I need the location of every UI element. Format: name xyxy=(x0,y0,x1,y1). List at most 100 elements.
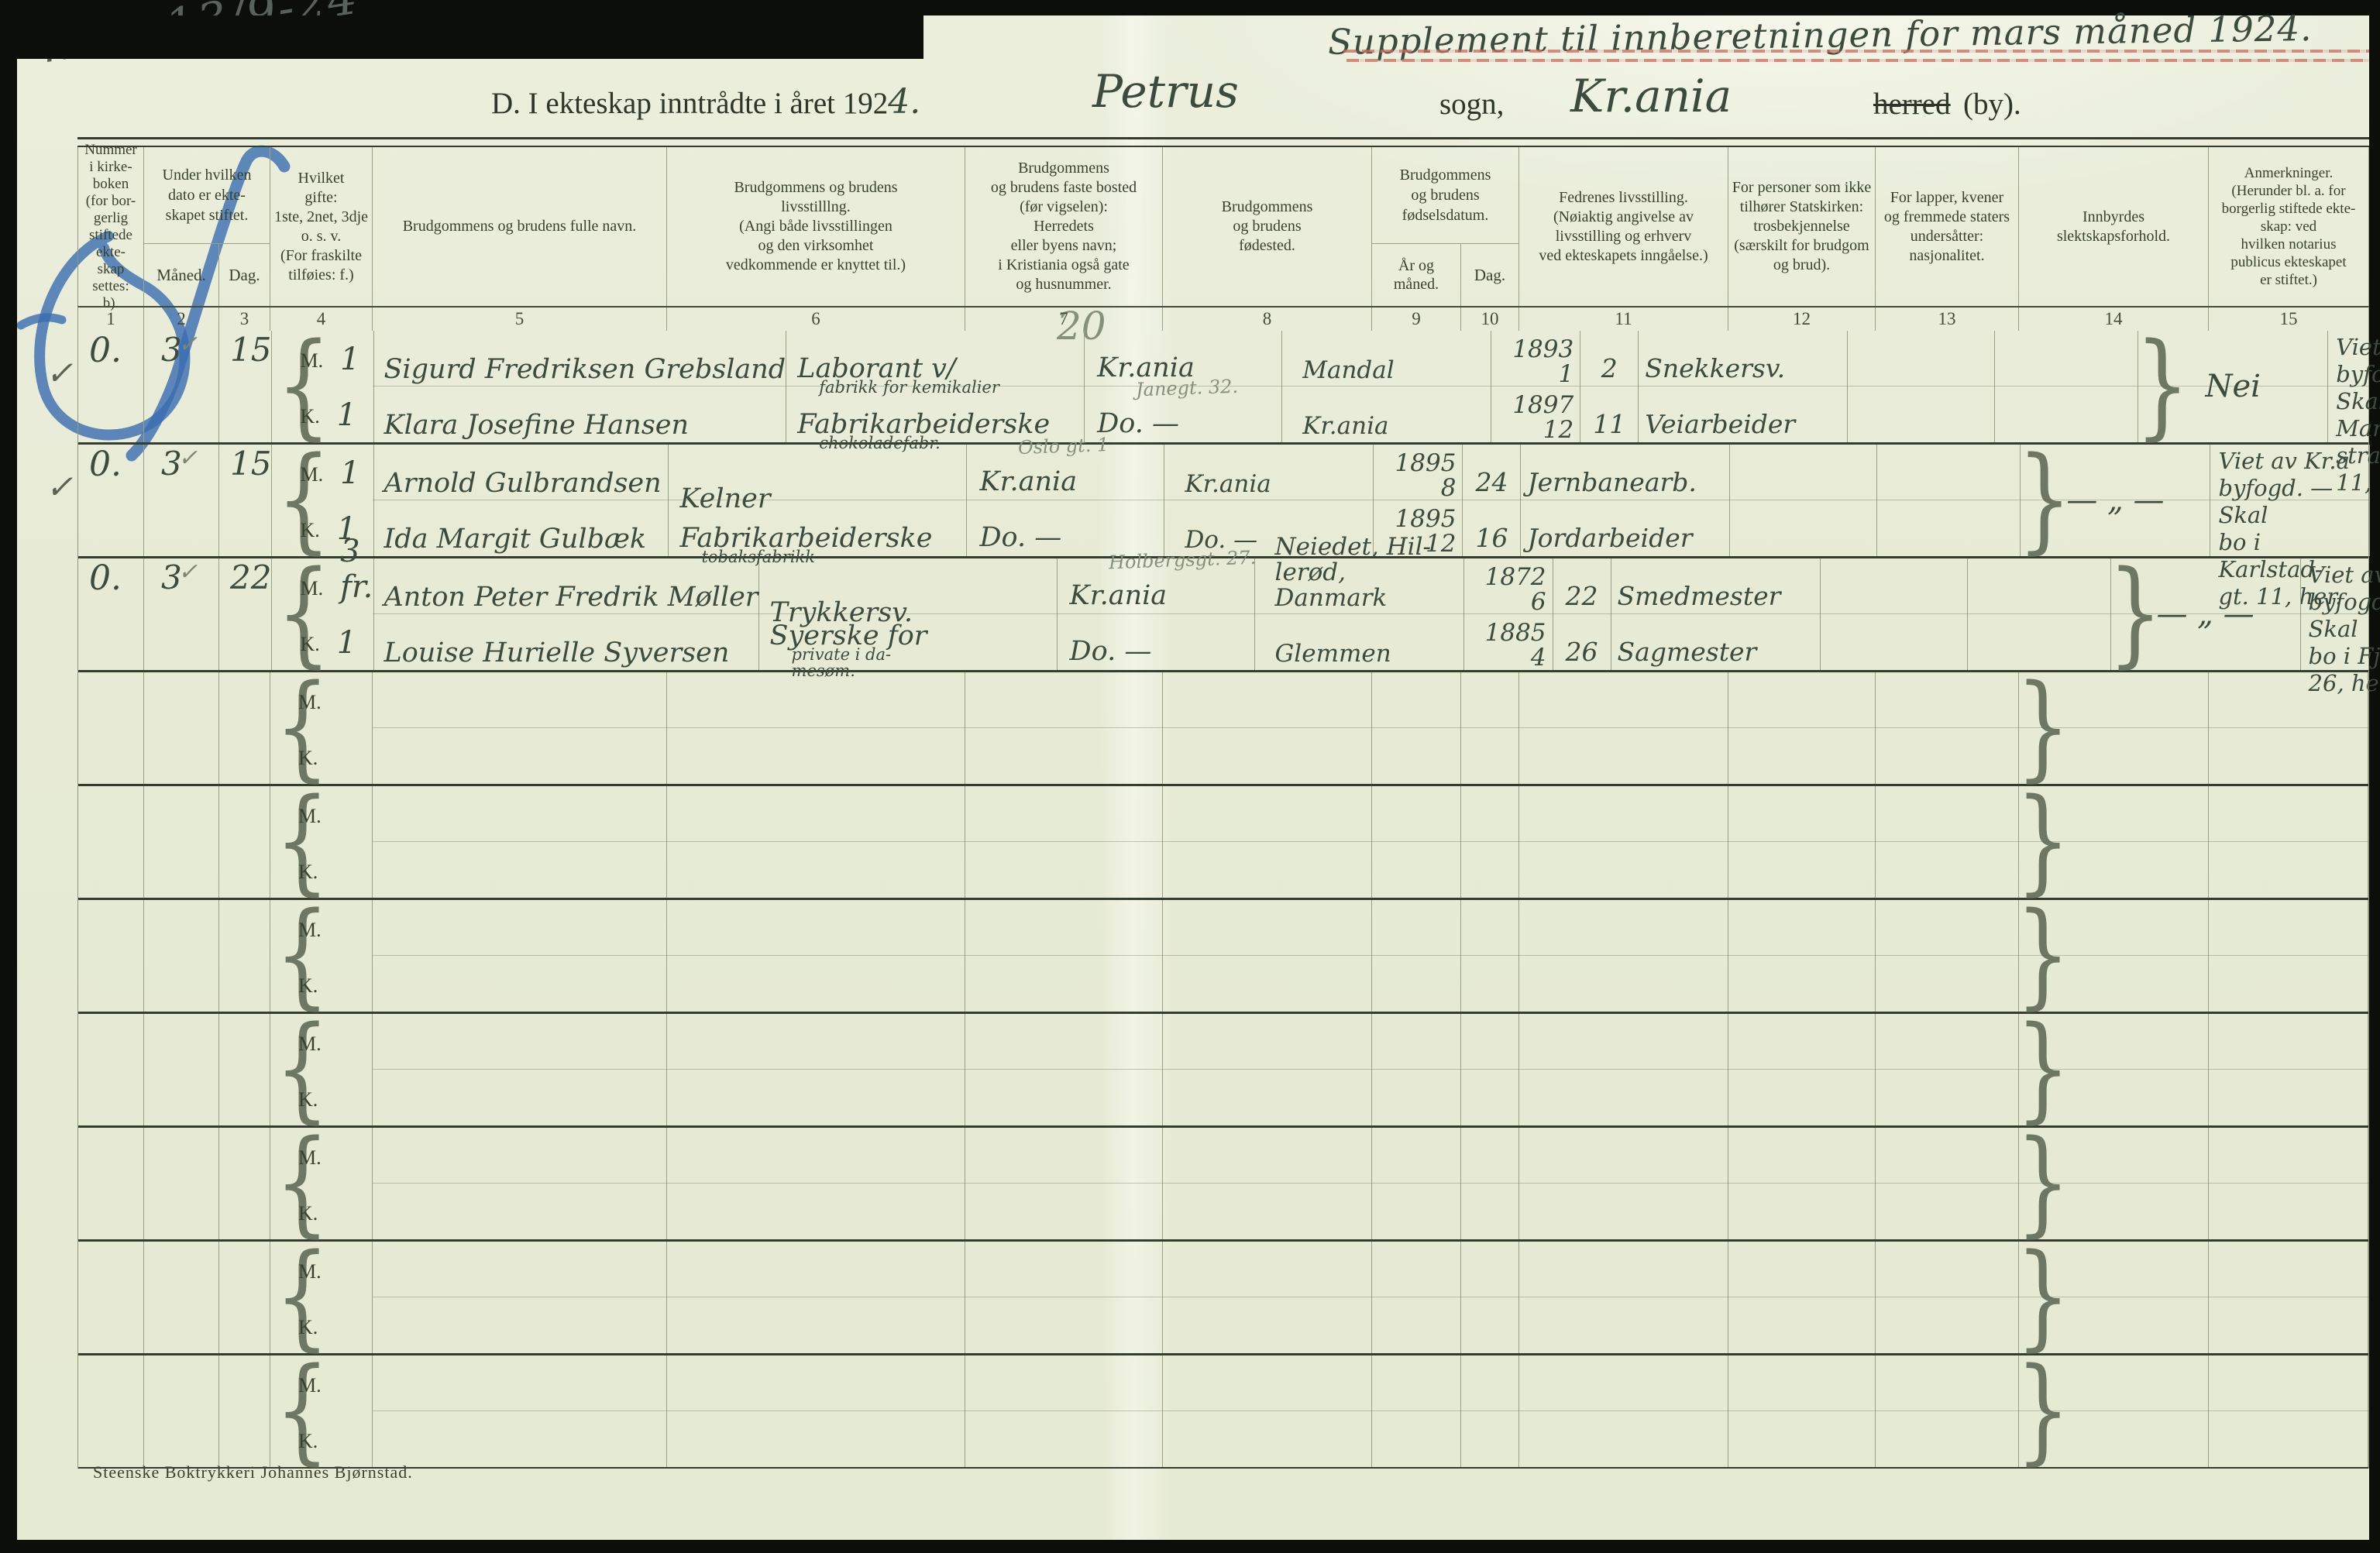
month-value: 3 xyxy=(161,445,182,483)
bride-occupation-detail: tobaksfabrikk xyxy=(701,548,815,566)
table-row-empty: { M. K. } xyxy=(78,1343,2368,1476)
col-num: 12 xyxy=(1728,308,1876,331)
title-printed: D. I ekteskap inntrådte i året 192 xyxy=(491,87,889,120)
bride-name: Ida Margit Gulbæk xyxy=(383,524,647,555)
pencil-address-note: Holbergsgt. 27. xyxy=(1108,546,1257,574)
header-date: Under hvilken dato er ekte- skapet stift… xyxy=(162,167,252,224)
row-brace: } xyxy=(2015,1002,2071,1135)
bride-label: K. xyxy=(300,633,320,655)
bride-birth-month: 12 xyxy=(1543,416,1574,444)
row-brace: } xyxy=(2107,546,2162,679)
bride-father-occupation: Veiarbeider xyxy=(1645,409,1796,439)
record-number: 0. xyxy=(89,331,122,370)
header-birthdate-group: Brudgommens og brudens fødselsdatum. År … xyxy=(1372,147,1519,306)
city-name-handwritten: Kr.ania xyxy=(1570,70,1732,122)
groom-birthplace: Neiedet, Hil- lerød, Danmark xyxy=(1274,533,1431,612)
religion-cell xyxy=(1821,558,1968,670)
col-num: 2 xyxy=(144,308,219,331)
table-body: ✓ 0. ✓ 3 15 { M. 1 K. 1 Sigurd Fredriksen G… xyxy=(46,328,2380,1476)
sogn-label: sogn, xyxy=(1439,88,1505,121)
row-brace: { xyxy=(277,432,332,565)
margin-check-mark: ✓ xyxy=(46,468,74,506)
row-brace: } xyxy=(2015,774,2071,907)
bride-birthplace: Kr.ania xyxy=(1302,412,1389,440)
religion-cell xyxy=(1848,331,1996,442)
groom-birth-day: 22 xyxy=(1565,581,1598,611)
herred-label-struck: herred xyxy=(1873,88,1951,121)
table-row-empty: { M. K. } xyxy=(78,1002,2368,1135)
bride-marriage-order: 1 xyxy=(336,397,357,433)
groom-marriage-order: 3 fr. xyxy=(340,534,373,605)
register-form-page: kom 13/9-24 D. I ekteskap inntrådte i år… xyxy=(17,0,2380,1540)
remarks: Viet av Kr.a byfogd. — Skal bo i Karlsta… xyxy=(2218,448,2350,610)
bride-birth-day: 11 xyxy=(1593,409,1626,439)
row-brace: { xyxy=(274,774,330,907)
table-top-double-rule xyxy=(77,137,2369,147)
row-brace: } xyxy=(2015,888,2071,1021)
header-birthplace: Brudgommens og brudens fødested. xyxy=(1163,147,1372,306)
supplement-note-handwritten: Supplement til innberetningen for mars m… xyxy=(1327,8,2313,63)
header-kinship: Innbyrdes slektskapsforhold. xyxy=(2019,147,2209,306)
bride-birth-day: 16 xyxy=(1475,523,1508,553)
bride-label: K. xyxy=(298,1430,318,1452)
groom-birth-year: 1895 xyxy=(1395,449,1457,477)
row-brace: { xyxy=(274,1002,330,1135)
groom-name: Sigurd Fredriksen Grebsland xyxy=(383,354,786,385)
remarks: Viet av Kr.a byfogd. — Skal bo i Fjellgt… xyxy=(2308,562,2380,696)
bride-residence: Do. — xyxy=(1097,408,1179,439)
pencil-address-note: Janegt. 32. xyxy=(1135,375,1239,401)
col-num: 11 xyxy=(1519,308,1728,331)
groom-residence: Kr.ania xyxy=(1069,580,1168,611)
groom-label: M. xyxy=(300,577,324,600)
groom-birth-month: 6 xyxy=(1530,588,1546,616)
row-brace: { xyxy=(274,1115,330,1249)
col-num: 6 xyxy=(667,308,965,331)
pencil-number-annotation: 20 xyxy=(1057,304,1106,349)
bride-name: Louise Hurielle Syversen xyxy=(383,637,730,668)
header-religion: For personer som ikke tilhører Statskirk… xyxy=(1728,147,1876,306)
header-marriage-order: Hvilket gifte: 1ste, 2net, 3dje o. s. v.… xyxy=(270,147,373,306)
bride-label: K. xyxy=(298,1088,318,1111)
page-title: D. I ekteskap inntrådte i året 1924. xyxy=(491,82,920,122)
marriage-register-table: Nummer i kirke- boken (for bor- gerlig s… xyxy=(46,137,2380,1476)
bride-residence: Do. — xyxy=(1069,636,1152,667)
bride-birth-month: 4 xyxy=(1530,644,1546,672)
groom-birth-year: 1893 xyxy=(1512,335,1574,363)
header-month: Måned. xyxy=(144,244,219,306)
bride-birth-month: 12 xyxy=(1426,530,1457,558)
groom-label: M. xyxy=(298,805,322,827)
bride-label: K. xyxy=(298,1316,318,1338)
table-row-empty: { M. K. } xyxy=(78,1115,2368,1249)
remarks: Viet av Kr.a byfogd. — Skal bo i Mar- st… xyxy=(2336,334,2380,496)
groom-occupation: Trykkersv. xyxy=(769,597,913,628)
row-brace: { xyxy=(274,1229,330,1362)
col-num: 4 xyxy=(270,308,373,331)
groom-birth-day: 2 xyxy=(1601,353,1618,383)
groom-residence: Kr.ania xyxy=(1097,352,1195,383)
row-brace: { xyxy=(274,888,330,1021)
bride-label: K. xyxy=(298,861,318,883)
nationality-cell xyxy=(1968,558,2111,670)
groom-residence: Kr.ania xyxy=(979,466,1078,497)
title-year-handwritten: 4. xyxy=(888,82,921,122)
margin-check-mark: ✓ xyxy=(46,354,74,392)
bride-label: K. xyxy=(298,747,318,769)
check-mark: ✓ xyxy=(178,558,198,586)
kinship-value: Nei xyxy=(2205,369,2261,404)
kinship-value: — „ — xyxy=(2066,483,2165,518)
header-year-month: År og måned. xyxy=(1372,244,1461,306)
header-date-group: Under hvilken dato er ekte- skapet stift… xyxy=(144,147,270,306)
groom-occupation: Kelner xyxy=(679,483,771,514)
bride-birth-year: 1885 xyxy=(1484,619,1546,647)
groom-label: M. xyxy=(298,691,322,713)
row-brace: } xyxy=(2015,1343,2071,1476)
groom-birthplace: Mandal xyxy=(1302,356,1395,384)
groom-birth-year: 1872 xyxy=(1484,563,1546,591)
by-label: (by). xyxy=(1963,88,2021,121)
bride-label: K. xyxy=(300,405,320,428)
table-header: Nummer i kirke- boken (for bor- gerlig s… xyxy=(77,142,2369,311)
header-residence: Brudgommens og brudens faste bosted (før… xyxy=(965,147,1163,306)
bride-label: K. xyxy=(300,519,320,541)
header-birthdate: Brudgommens og brudens fødselsdatum. xyxy=(1399,167,1491,224)
